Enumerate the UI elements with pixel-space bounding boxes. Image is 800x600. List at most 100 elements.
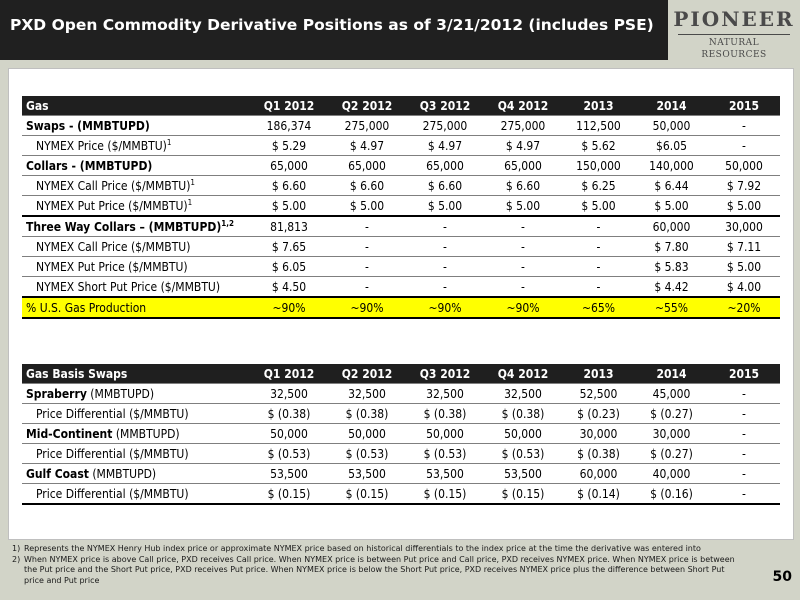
row-label-text: Three Way Collars – (MMBTUPD) [26, 219, 222, 234]
table-cell: - [406, 216, 484, 237]
gas-derivatives-table: Gas Q1 2012 Q2 2012 Q3 2012 Q4 2012 2013… [22, 96, 780, 319]
table-cell: - [562, 236, 635, 257]
table-cell: $ 6.60 [328, 175, 406, 196]
table-cell: $ (0.53) [406, 443, 484, 464]
table-cell: $ (0.53) [484, 443, 562, 464]
table-cell: $6.05 [635, 135, 708, 156]
table-cell: $ (0.16) [635, 483, 708, 505]
gas-table-header: Gas Q1 2012 Q2 2012 Q3 2012 Q4 2012 2013… [22, 96, 780, 116]
footnote-number: 2) [12, 554, 21, 564]
column-header: Q2 2012 [328, 364, 406, 384]
table-cell: 50,000 [635, 115, 708, 136]
table-cell: - [708, 423, 780, 444]
footnote-marker: 1 [187, 197, 193, 207]
table-row: Collars - (MMBTUPD) 65,000 65,000 65,000 65,… [22, 155, 780, 176]
table-cell: ~20% [708, 297, 780, 319]
column-header: 2013 [562, 96, 635, 116]
table-cell: 65,000 [250, 155, 328, 176]
table-cell: ~65% [562, 297, 635, 319]
table-cell: 30,000 [635, 423, 708, 444]
table-cell: $ 5.00 [562, 195, 635, 217]
row-unit: (MMBTUPD) [88, 466, 157, 481]
table-cell: - [484, 276, 562, 298]
gas-basis-swaps-table: Gas Basis Swaps Q1 2012 Q2 2012 Q3 2012 … [22, 364, 780, 505]
table-cell: $ 5.00 [484, 195, 562, 217]
table-cell: - [406, 276, 484, 298]
table-cell: $ 5.00 [635, 195, 708, 217]
table-cell: $ 6.44 [635, 175, 708, 196]
table-cell: - [328, 256, 406, 277]
row-label: NYMEX Put Price ($/MMBTU) [22, 256, 250, 277]
table-cell: ~90% [328, 297, 406, 319]
table-row: Swaps - (MMBTUPD) 186,374 275,000 275,000 27… [22, 115, 780, 136]
row-label: Price Differential ($/MMBTU) [22, 443, 250, 464]
table-cell: 50,000 [708, 155, 780, 176]
table-cell: $ 5.00 [708, 195, 780, 217]
row-label-text: Price Differential ($/MMBTU) [36, 406, 189, 421]
row-label-text: Swaps - (MMBTUPD) [26, 118, 150, 133]
row-label: Mid-Continent (MMBTUPD) [22, 423, 250, 444]
pioneer-logo: PIONEER NATURAL RESOURCES [672, 4, 796, 60]
table-cell: 53,500 [484, 463, 562, 484]
row-label-text: Spraberry [26, 386, 87, 401]
table-cell: $ (0.15) [250, 483, 328, 505]
table-row: NYMEX Call Price ($/MMBTU) $ 7.65- - - - $ 7.… [22, 236, 780, 257]
column-header: Gas [22, 96, 250, 116]
title-bar: PXD Open Commodity Derivative Positions … [0, 0, 668, 60]
table-cell: 140,000 [635, 155, 708, 176]
footnote-number: 1) [12, 544, 21, 553]
table-cell: $ 5.00 [708, 256, 780, 277]
row-label-text: NYMEX Call Price ($/MMBTU) [36, 239, 191, 254]
table-row: Gulf Coast (MMBTUPD) 53,500 53,500 53,500 53… [22, 463, 780, 484]
footnote-text: When NYMEX price is above Call price, PX… [24, 554, 735, 585]
row-label: NYMEX Price ($/MMBTU)1 [22, 135, 250, 156]
table-cell: $ 5.83 [635, 256, 708, 277]
table-row: Three Way Collars – (MMBTUPD)1,2 81,813- -… [22, 216, 780, 237]
table-cell: 50,000 [250, 423, 328, 444]
table-cell: - [708, 483, 780, 505]
table-cell: $ 4.97 [406, 135, 484, 156]
logo-main-text: PIONEER [673, 7, 795, 31]
table-cell: 60,000 [562, 463, 635, 484]
table-cell: $ 4.50 [250, 276, 328, 298]
row-label-text: NYMEX Put Price ($/MMBTU) [36, 198, 188, 213]
table-cell: $ (0.38) [406, 403, 484, 424]
column-header: 2014 [635, 96, 708, 116]
table-cell: - [708, 443, 780, 464]
row-label-text: Collars - (MMBTUPD) [26, 158, 153, 173]
column-header: Q1 2012 [250, 364, 328, 384]
table-cell: $ 5.00 [250, 195, 328, 217]
table-cell: 60,000 [635, 216, 708, 237]
table-row: NYMEX Call Price ($/MMBTU)1 $ 6.60 $ 6.60 $… [22, 175, 780, 196]
table-cell: $ 7.11 [708, 236, 780, 257]
footnote-text: Represents the NYMEX Henry Hub index pri… [24, 544, 701, 553]
column-header: Q1 2012 [250, 96, 328, 116]
logo-sub-text: NATURAL RESOURCES [678, 34, 790, 61]
row-label-text: Mid-Continent [26, 426, 113, 441]
table-cell: 53,500 [406, 463, 484, 484]
table-cell: ~55% [635, 297, 708, 319]
table-cell: $ (0.53) [328, 443, 406, 464]
row-label-text: NYMEX Short Put Price ($/MMBTU) [36, 279, 221, 294]
table-cell: $ 6.60 [250, 175, 328, 196]
table-cell: 52,500 [562, 383, 635, 404]
table-cell: 275,000 [328, 115, 406, 136]
table-row: NYMEX Put Price ($/MMBTU) $ 6.05- - - - $ 5.8… [22, 256, 780, 277]
table-cell: $ (0.15) [406, 483, 484, 505]
table-row: Price Differential ($/MMBTU) $ (0.53) $ (0… [22, 443, 780, 464]
table-cell: 32,500 [250, 383, 328, 404]
table-cell: $ 4.97 [328, 135, 406, 156]
row-label-text: % U.S. Gas Production [26, 300, 147, 315]
table-cell: 50,000 [328, 423, 406, 444]
table-row: Price Differential ($/MMBTU) $ (0.38) $ (0… [22, 403, 780, 424]
table-cell: 81,813 [250, 216, 328, 237]
table-cell: 30,000 [562, 423, 635, 444]
table-cell: 40,000 [635, 463, 708, 484]
table-cell: $ 7.80 [635, 236, 708, 257]
table-cell: $ 4.42 [635, 276, 708, 298]
table-cell: - [562, 216, 635, 237]
table-cell: $ (0.38) [484, 403, 562, 424]
table-cell: $ (0.38) [562, 443, 635, 464]
column-header: Q4 2012 [484, 96, 562, 116]
table-cell: ~90% [484, 297, 562, 319]
